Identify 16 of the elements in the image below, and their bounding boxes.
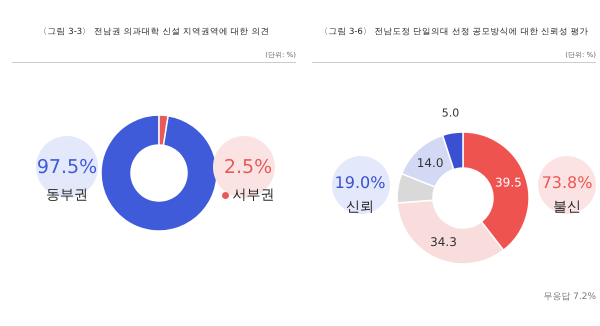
data-label: 34.3 [430, 234, 457, 249]
data-label: 97.5% [36, 156, 98, 178]
data-label: 2.5% [222, 156, 274, 178]
text: 무응답 7.2% [543, 291, 596, 303]
data-label: 5.0 [442, 106, 460, 120]
donut-slice [100, 114, 218, 232]
text: 신뢰 [345, 198, 375, 216]
text: 불신 [552, 198, 582, 216]
text: 19.0% [334, 173, 386, 192]
legend-label: 서부권 [232, 186, 276, 204]
chart-title: 〈그림 3-3〉 전남권 의과대학 신설 지역권역에 대한 의견 [38, 26, 270, 38]
text: 73.8% [540, 173, 594, 192]
data-label: 39.5 [495, 175, 522, 190]
chart-title: 〈그림 3-6〉 전남도정 단일의대 선정 공모방식에 대한 신뢰성 평가 [318, 26, 590, 38]
slice-label: 동부권 [45, 186, 89, 204]
data-label: 14.0 [416, 156, 444, 170]
